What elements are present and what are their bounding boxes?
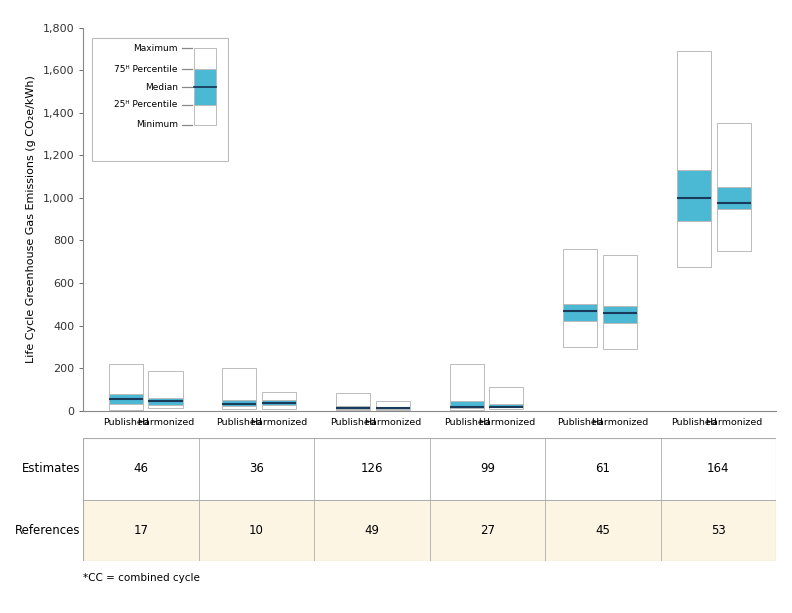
Bar xyxy=(375,408,409,409)
Bar xyxy=(83,438,199,500)
Text: 25ᵸ Percentile: 25ᵸ Percentile xyxy=(114,100,177,109)
Bar xyxy=(336,406,370,409)
Bar xyxy=(429,438,545,500)
Text: 36: 36 xyxy=(249,462,264,476)
Bar xyxy=(223,368,257,409)
Bar xyxy=(193,48,215,124)
Bar xyxy=(717,187,751,208)
Bar xyxy=(148,398,183,405)
Bar xyxy=(450,401,484,408)
Text: 126: 126 xyxy=(360,462,383,476)
Text: Minimum: Minimum xyxy=(135,120,177,129)
Text: 61: 61 xyxy=(596,462,611,476)
Text: References: References xyxy=(15,524,81,537)
Bar xyxy=(148,371,183,408)
Text: 17: 17 xyxy=(133,524,148,537)
Bar xyxy=(661,500,776,561)
Bar xyxy=(262,400,296,405)
Bar xyxy=(676,51,711,267)
Text: 45: 45 xyxy=(596,524,611,537)
Bar xyxy=(262,392,296,409)
Bar xyxy=(489,405,524,407)
Bar xyxy=(489,387,524,409)
Bar xyxy=(109,394,143,405)
Text: Photovoltaics
(C-Si and Thin Film): Photovoltaics (C-Si and Thin Film) xyxy=(97,457,195,478)
Text: Concentrating
Solar Power
(Trough and Tower): Concentrating Solar Power (Trough and To… xyxy=(211,457,307,490)
Bar xyxy=(199,500,314,561)
Text: 99: 99 xyxy=(480,462,495,476)
Bar xyxy=(314,438,429,500)
Bar xyxy=(375,401,409,410)
Bar xyxy=(336,394,370,410)
Bar xyxy=(603,256,637,349)
Bar xyxy=(661,438,776,500)
Bar xyxy=(109,364,143,409)
Text: Median: Median xyxy=(145,83,177,91)
Bar xyxy=(603,306,637,324)
Text: 10: 10 xyxy=(249,524,264,537)
Bar xyxy=(193,69,215,105)
Bar xyxy=(563,249,597,347)
Bar xyxy=(545,438,661,500)
Y-axis label: Life Cycle Greenhouse Gas Emissions (g CO₂e/kWh): Life Cycle Greenhouse Gas Emissions (g C… xyxy=(25,75,36,363)
Text: Nuclear
(Light Water): Nuclear (Light Water) xyxy=(454,457,519,478)
Bar xyxy=(676,170,711,221)
Text: 27: 27 xyxy=(480,524,495,537)
Text: Natural Gas CC
(Conventional and
Unconventional): Natural Gas CC (Conventional and Unconve… xyxy=(554,457,646,490)
Bar xyxy=(563,304,597,321)
Bar xyxy=(199,438,314,500)
Bar xyxy=(429,500,545,561)
Text: 49: 49 xyxy=(364,524,379,537)
FancyBboxPatch shape xyxy=(93,38,228,161)
Bar xyxy=(83,500,199,561)
Text: 46: 46 xyxy=(133,462,148,476)
Text: Wind
(Offshore and Onshore): Wind (Offshore and Onshore) xyxy=(314,457,432,478)
Text: *CC = combined cycle: *CC = combined cycle xyxy=(83,573,200,583)
Text: 75ᵸ Percentile: 75ᵸ Percentile xyxy=(114,65,177,74)
Text: Maximum: Maximum xyxy=(133,44,177,53)
Bar xyxy=(223,400,257,406)
Text: Coal
(Sub- and Supercritical,
IGCC, Fluidized Bed): Coal (Sub- and Supercritical, IGCC, Flui… xyxy=(655,457,772,490)
Bar xyxy=(717,123,751,251)
Text: 53: 53 xyxy=(711,524,725,537)
Text: Estimates: Estimates xyxy=(22,462,81,476)
Bar xyxy=(314,500,429,561)
Text: 164: 164 xyxy=(707,462,729,476)
Bar xyxy=(450,364,484,411)
Bar xyxy=(545,500,661,561)
